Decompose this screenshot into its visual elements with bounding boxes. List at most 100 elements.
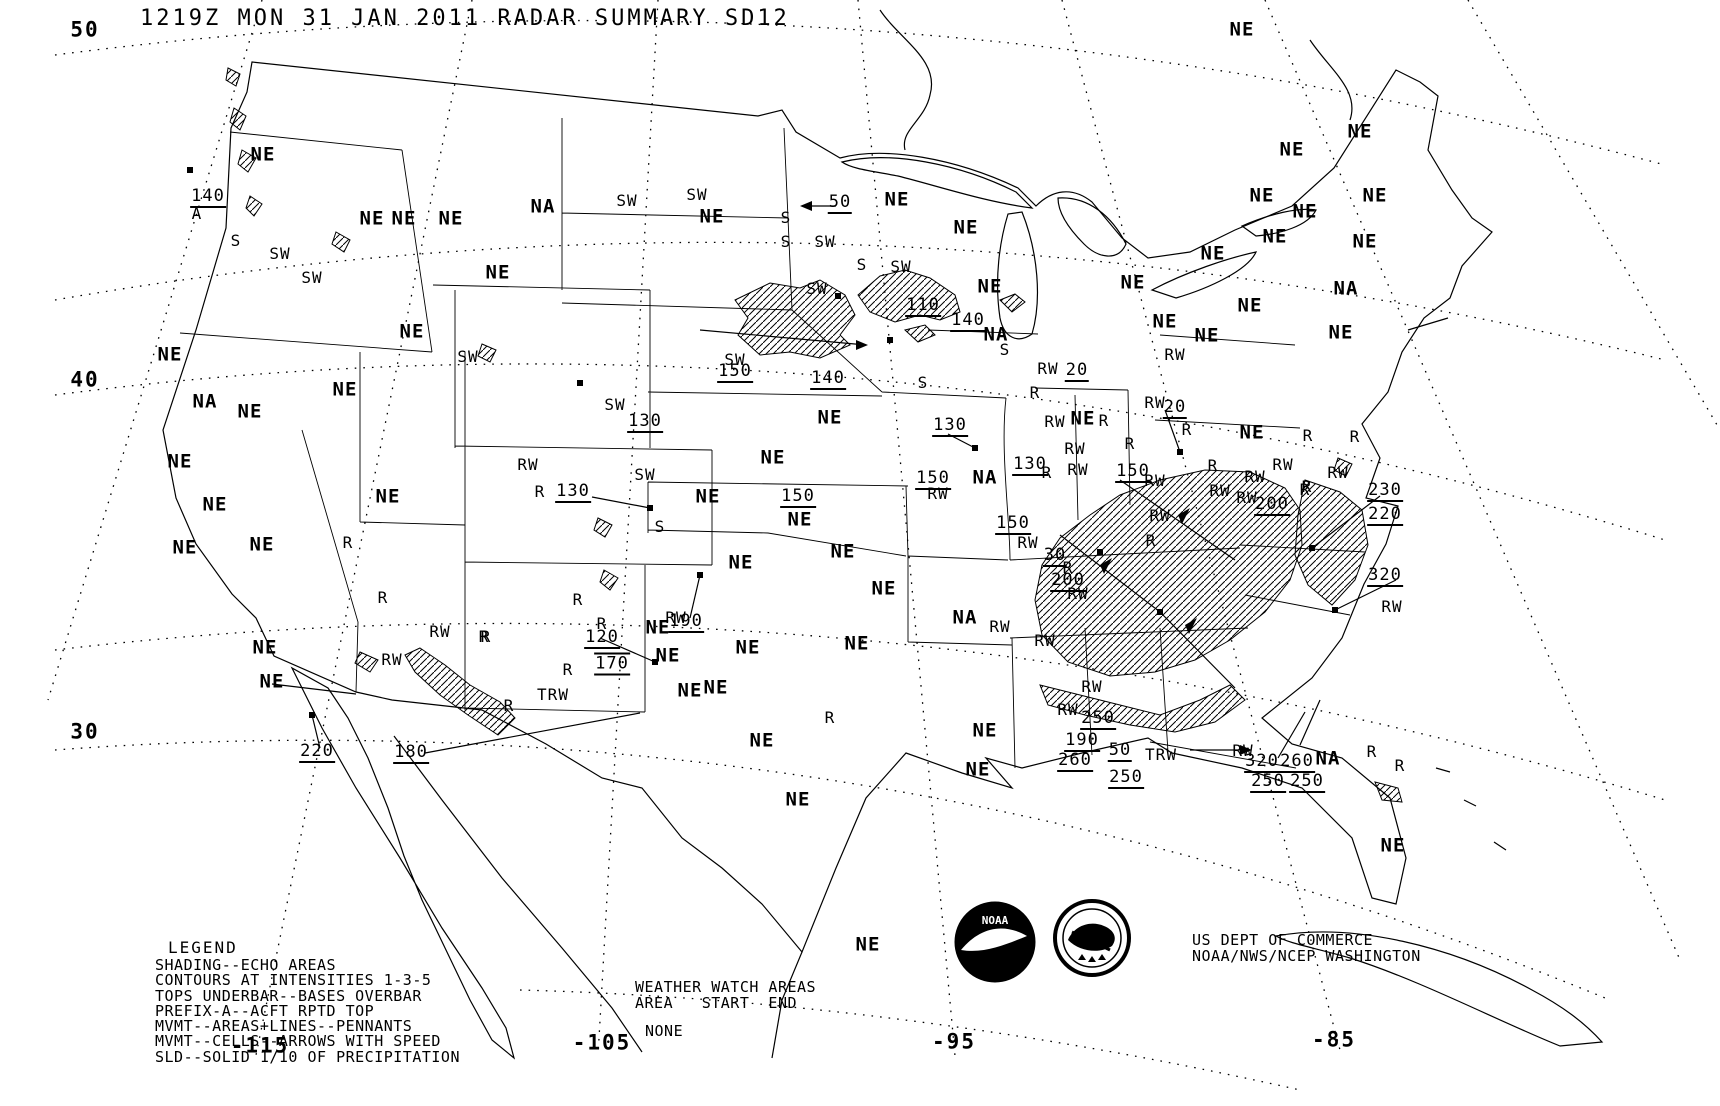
station-echo-label: RW bbox=[1144, 393, 1166, 412]
echo-area bbox=[245, 195, 263, 217]
station-echo-label: R bbox=[562, 660, 574, 679]
movement-line bbox=[1299, 699, 1321, 746]
station-echo-label: R bbox=[503, 696, 515, 715]
station-echo-label: NE bbox=[871, 577, 897, 600]
echo-top-label: 20 bbox=[1162, 397, 1188, 419]
station-echo-label: RW bbox=[1149, 506, 1171, 525]
station-echo-label: NE bbox=[172, 536, 198, 559]
station-echo-label: SW bbox=[301, 268, 323, 287]
station-echo-label: RW bbox=[381, 650, 403, 669]
bahamas-islands bbox=[1435, 767, 1507, 851]
station-echo-label: R bbox=[824, 708, 836, 727]
echo-cell-marker bbox=[1177, 449, 1183, 455]
station-echo-label: NE bbox=[485, 261, 511, 284]
station-echo-label: NE bbox=[785, 788, 811, 811]
echo-top-label: 320 bbox=[1244, 751, 1280, 773]
station-echo-label: R bbox=[1124, 434, 1136, 453]
echo-area bbox=[237, 149, 257, 173]
station-echo-label: RW bbox=[1034, 631, 1056, 650]
echo-area bbox=[225, 67, 241, 87]
movement-vectors bbox=[187, 167, 1397, 759]
movement-line bbox=[1277, 711, 1306, 759]
echo-top-label: 250 bbox=[1080, 708, 1116, 730]
echo-area bbox=[903, 324, 936, 343]
station-echo-label: R bbox=[1394, 756, 1406, 775]
longitude-label: -85 bbox=[1312, 1027, 1356, 1052]
echo-area bbox=[599, 569, 619, 591]
station-echo-label: R bbox=[1299, 480, 1311, 499]
station-echo-label: RW bbox=[1164, 345, 1186, 364]
echo-top-label: 140 bbox=[810, 368, 846, 390]
station-echo-label: SW bbox=[269, 244, 291, 263]
station-echo-label: NE bbox=[1237, 294, 1263, 317]
watch-none-value: NONE bbox=[645, 1022, 684, 1040]
agency-line1: US DEPT OF COMMERCE bbox=[1192, 931, 1374, 949]
station-echo-label: NE bbox=[728, 551, 754, 574]
echo-area bbox=[331, 231, 351, 253]
echo-area bbox=[1374, 781, 1403, 803]
echo-top-label: 140 bbox=[950, 310, 986, 332]
station-echo-label: NE bbox=[399, 320, 425, 343]
station-echo-label: NA bbox=[983, 323, 1009, 346]
station-echo-label: R bbox=[478, 627, 490, 646]
echo-top-label: 50 bbox=[1107, 740, 1133, 762]
station-echo-label: RW bbox=[1327, 463, 1349, 482]
station-echo-label: RW bbox=[927, 484, 949, 503]
echo-cell-marker bbox=[835, 293, 841, 299]
station-echo-label: NE bbox=[259, 670, 285, 693]
station-echo-label: R bbox=[1207, 456, 1219, 475]
station-echo-label: SW bbox=[890, 257, 912, 276]
movement-line bbox=[311, 714, 321, 749]
echo-cell-marker bbox=[1157, 609, 1163, 615]
station-echo-label: RW bbox=[1236, 488, 1258, 507]
station-echo-label: NE bbox=[844, 632, 870, 655]
echo-area bbox=[229, 107, 247, 131]
station-echo-label: S bbox=[654, 517, 666, 536]
station-echo-label: NE bbox=[438, 207, 464, 230]
station-echo-label: NE bbox=[1229, 18, 1255, 41]
coastline-outlines bbox=[162, 9, 1604, 1060]
echo-area bbox=[477, 343, 497, 363]
echo-area bbox=[593, 517, 613, 538]
station-echo-label: R bbox=[572, 590, 584, 609]
us-mainland-outline bbox=[162, 61, 1493, 954]
echo-top-label: 230 bbox=[1367, 480, 1403, 502]
latitude-label: 30 bbox=[70, 719, 100, 744]
station-echo-label: R bbox=[342, 533, 354, 552]
station-echo-label: NE bbox=[735, 636, 761, 659]
echo-area bbox=[857, 269, 961, 323]
station-echo-label: R bbox=[1029, 383, 1041, 402]
station-echo-label: NE bbox=[655, 644, 681, 667]
echo-top-label: 250 bbox=[1108, 767, 1144, 789]
station-echo-label: R bbox=[1041, 463, 1053, 482]
canada-water-features bbox=[879, 9, 1353, 151]
station-echo-label: NE bbox=[237, 400, 263, 423]
latitude-label: 40 bbox=[70, 367, 100, 392]
echo-top-label: 150 bbox=[1115, 461, 1151, 483]
station-echo-label: NE bbox=[1279, 138, 1305, 161]
station-echo-label: RW bbox=[1209, 481, 1231, 500]
echo-area bbox=[1039, 684, 1246, 733]
grid-lon-125 bbox=[47, 0, 263, 701]
station-echo-label: NE bbox=[645, 616, 671, 639]
movement-pennant bbox=[1100, 558, 1112, 574]
station-echo-label: NA bbox=[1333, 277, 1359, 300]
station-echo-label: NE bbox=[972, 719, 998, 742]
station-echo-label: R bbox=[1302, 426, 1314, 445]
echo-area bbox=[354, 651, 379, 673]
station-echo-label: RW bbox=[429, 622, 451, 641]
station-echo-label: NE bbox=[749, 729, 775, 752]
station-echo-label: RW bbox=[1067, 584, 1089, 603]
station-echo-label: SW bbox=[457, 347, 479, 366]
station-echo-label: NE bbox=[1328, 321, 1354, 344]
station-echo-label: NE bbox=[1380, 834, 1406, 857]
station-echo-label: SW bbox=[806, 279, 828, 298]
station-echo-label: NE bbox=[817, 406, 843, 429]
station-echo-label: NE bbox=[787, 508, 813, 531]
movement-pennant bbox=[856, 340, 868, 350]
station-echo-label: NE bbox=[359, 207, 385, 230]
echo-top-label: 250 bbox=[1250, 771, 1286, 793]
